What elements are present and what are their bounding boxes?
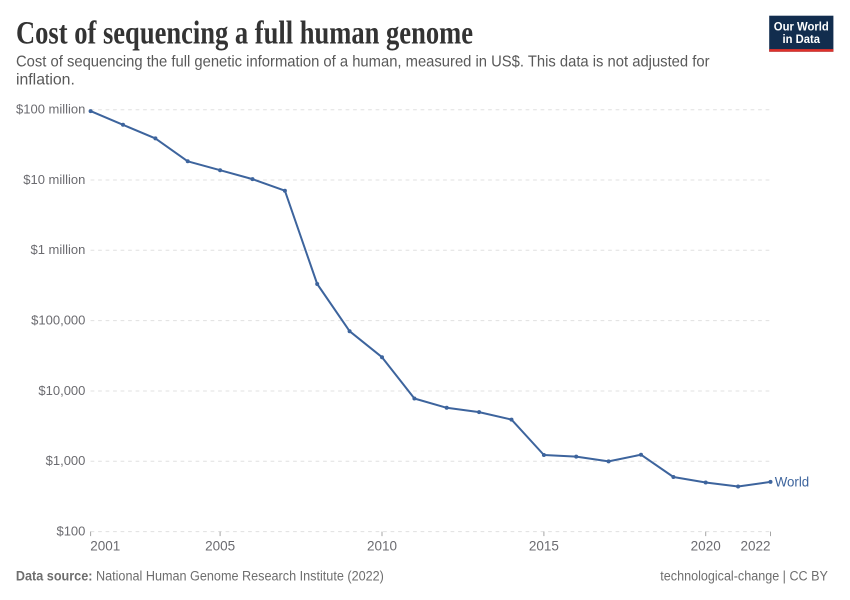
svg-text:technological-change | CC BY: technological-change | CC BY	[660, 568, 828, 583]
svg-text:2001: 2001	[90, 538, 120, 553]
svg-text:Data source: National Human Ge: Data source: National Human Genome Resea…	[16, 568, 384, 583]
svg-text:Cost of sequencing the full ge: Cost of sequencing the full genetic info…	[16, 54, 710, 71]
svg-text:inflation.: inflation.	[16, 72, 75, 89]
svg-text:Cost of sequencing a full huma: Cost of sequencing a full human genome	[16, 16, 473, 52]
svg-text:$1 million: $1 million	[30, 242, 85, 257]
svg-text:2010: 2010	[367, 538, 397, 553]
svg-text:2022: 2022	[740, 538, 770, 553]
svg-text:$1,000: $1,000	[46, 453, 86, 468]
svg-text:in Data: in Data	[783, 32, 821, 46]
svg-text:2005: 2005	[205, 538, 235, 553]
svg-text:2015: 2015	[529, 538, 559, 553]
svg-text:2020: 2020	[691, 538, 721, 553]
svg-text:$100 million: $100 million	[16, 102, 85, 117]
svg-text:$10 million: $10 million	[23, 172, 85, 187]
svg-text:World: World	[775, 475, 810, 490]
svg-text:$10,000: $10,000	[38, 383, 85, 398]
svg-text:$100: $100	[56, 524, 85, 539]
svg-text:$100,000: $100,000	[31, 313, 85, 328]
svg-text:Our World: Our World	[774, 20, 829, 34]
